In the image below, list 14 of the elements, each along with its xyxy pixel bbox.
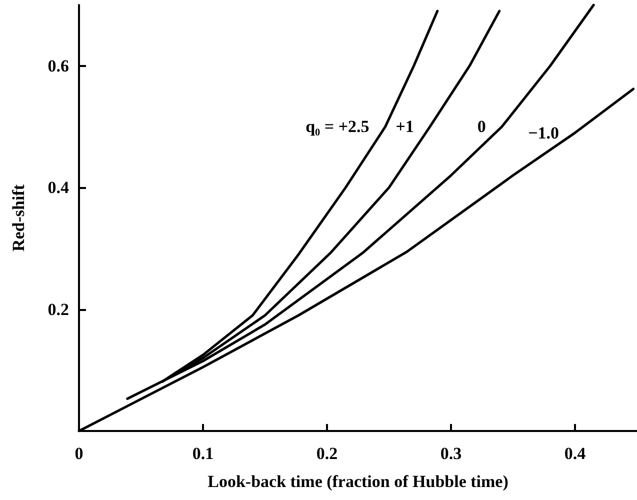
x-tick-label: 0.4 [564, 444, 586, 463]
x-tick-label: 0.1 [192, 444, 214, 463]
series-label: q₀ = +2.5 [306, 117, 370, 136]
series-label: −1.0 [528, 123, 559, 142]
y-axis-title: Red-shift [9, 184, 28, 252]
y-tick-label: 0.2 [48, 300, 69, 319]
series-label: +1 [396, 117, 414, 136]
x-tick-label: 0.2 [316, 444, 338, 463]
y-tick-label: 0.4 [48, 178, 70, 198]
x-tick-label: 0.3 [440, 444, 462, 463]
series-label: 0 [477, 117, 486, 136]
x-axis-title: Look-back time (fraction of Hubble time) [208, 472, 508, 491]
y-tick-label: 0.6 [48, 56, 69, 76]
x-tick-label: 0 [74, 444, 84, 463]
